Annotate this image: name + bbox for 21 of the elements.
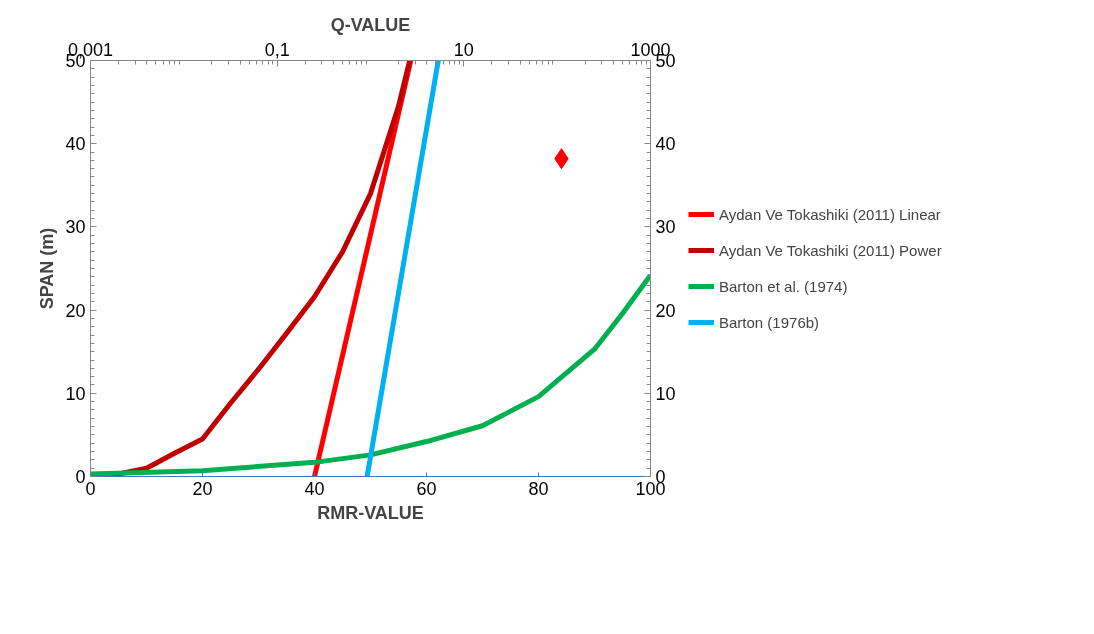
x-tick-label: 20 — [192, 478, 213, 499]
x-tick-label: 40 — [304, 478, 325, 499]
y-tick-label: 40 — [65, 134, 86, 155]
y-tick-label: 30 — [65, 217, 86, 238]
legend-label: Barton et al. (1974) — [719, 277, 848, 295]
y-tick-label: 20 — [65, 300, 86, 321]
y2-tick-label: 30 — [655, 217, 676, 238]
y2-tick-label: 20 — [655, 300, 676, 321]
x-tick-label: 80 — [528, 478, 549, 499]
legend-label: Aydan Ve Tokashiki (2011) Linear — [719, 205, 941, 223]
legend-label: Barton (1976b) — [719, 313, 820, 331]
x2-tick-label: 0,1 — [264, 39, 290, 60]
y-axis-title: SPAN (m) — [37, 227, 58, 310]
legend-label: Aydan Ve Tokashiki (2011) Power — [719, 241, 942, 259]
x-axis-title: RMR-VALUE — [317, 502, 424, 523]
y2-tick-label: 10 — [655, 383, 676, 404]
x-tick-label: 60 — [416, 478, 437, 499]
x2-axis-title: Q-VALUE — [330, 14, 411, 35]
y-tick-label: 10 — [65, 383, 86, 404]
x2-tick-label: 10 — [453, 39, 474, 60]
y2-tick-label: 40 — [655, 134, 676, 155]
